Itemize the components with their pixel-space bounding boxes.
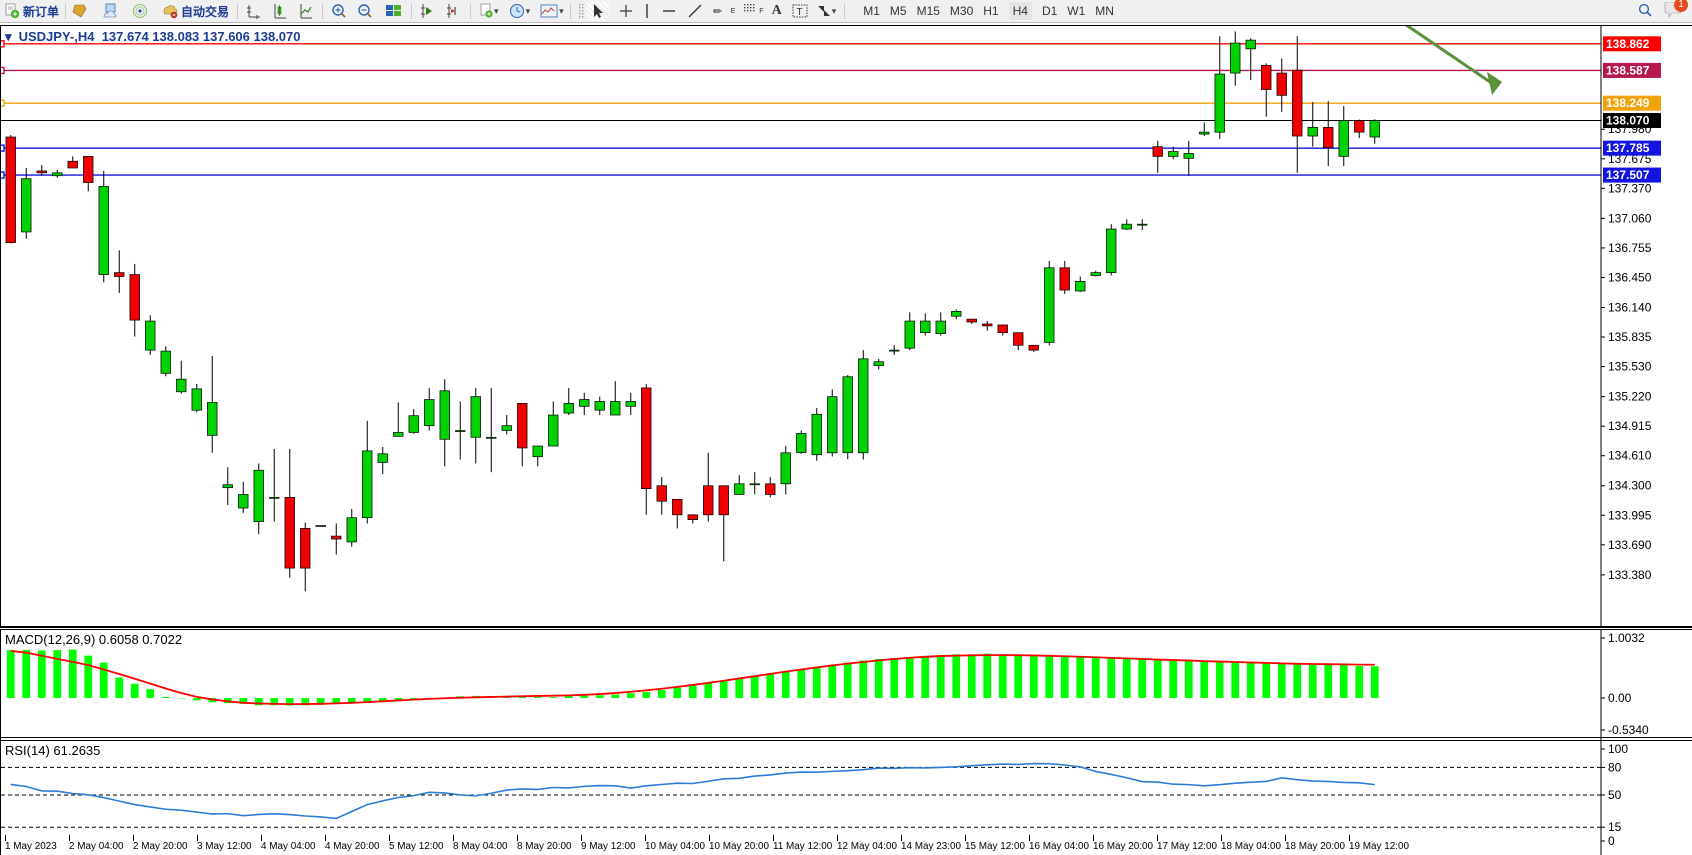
svg-text:0: 0 <box>1608 834 1615 848</box>
svg-text:135.835: 135.835 <box>1608 330 1652 344</box>
svg-text:137.370: 137.370 <box>1608 181 1652 195</box>
svg-text:134.610: 134.610 <box>1608 449 1652 463</box>
svg-text:137.785: 137.785 <box>1606 141 1650 155</box>
svg-text:134.300: 134.300 <box>1608 479 1652 493</box>
svg-text:15: 15 <box>1608 820 1622 834</box>
svg-text:-0.5340: -0.5340 <box>1608 723 1649 737</box>
svg-text:136.140: 136.140 <box>1608 300 1652 314</box>
svg-text:133.690: 133.690 <box>1608 538 1652 552</box>
svg-text:T: T <box>796 7 802 18</box>
svg-text:136.755: 136.755 <box>1608 241 1652 255</box>
svg-text:137.507: 137.507 <box>1606 168 1650 182</box>
svg-text:135.220: 135.220 <box>1608 390 1652 404</box>
svg-text:134.915: 134.915 <box>1608 419 1652 433</box>
svg-text:138.070: 138.070 <box>1606 114 1650 128</box>
svg-text:138.587: 138.587 <box>1606 63 1650 77</box>
svg-text:✏: ✏ <box>713 6 723 18</box>
svg-text:100: 100 <box>1608 742 1628 756</box>
svg-text:136.450: 136.450 <box>1608 270 1652 284</box>
svg-text:138.862: 138.862 <box>1606 37 1650 51</box>
svg-text:138.249: 138.249 <box>1606 96 1650 110</box>
svg-text:80: 80 <box>1608 760 1622 774</box>
svg-text:135.530: 135.530 <box>1608 360 1652 374</box>
svg-text:137.060: 137.060 <box>1608 211 1652 225</box>
svg-text:50: 50 <box>1608 788 1622 802</box>
svg-text:133.380: 133.380 <box>1608 568 1652 582</box>
svg-text:133.995: 133.995 <box>1608 508 1652 522</box>
svg-text:1.0032: 1.0032 <box>1608 631 1645 645</box>
svg-text:0.00: 0.00 <box>1608 691 1632 705</box>
